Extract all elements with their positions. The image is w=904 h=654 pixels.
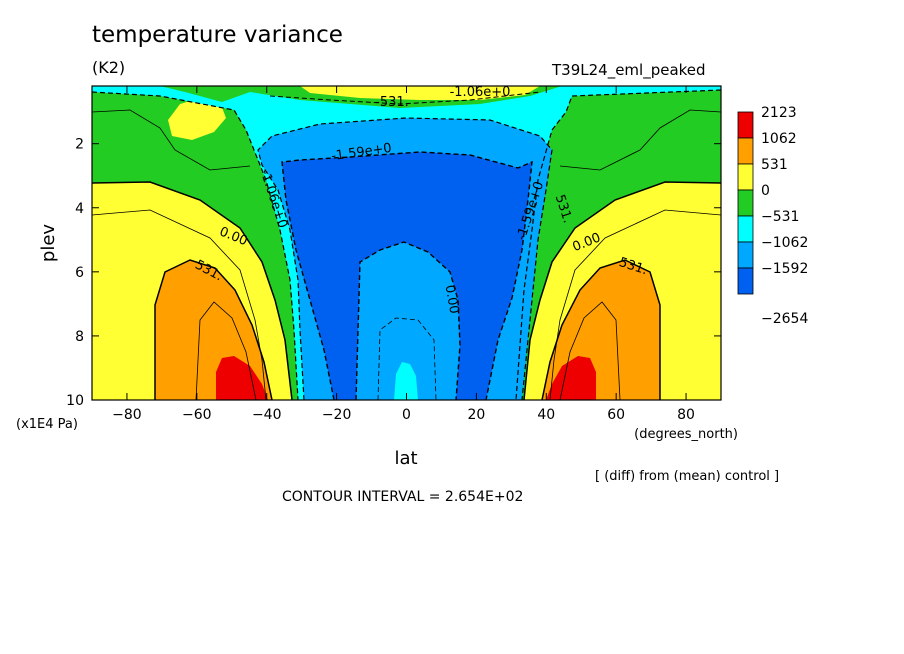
contour-neg1592 [281, 151, 533, 400]
legend-level-label: −531 [761, 209, 799, 225]
contour-neg531 [92, 91, 299, 400]
x-tick-label: −20 [322, 407, 352, 423]
contour-531-north [541, 259, 661, 400]
legend-level-label: 2123 [761, 105, 797, 121]
contour-line-label: -531. [375, 95, 409, 110]
legend-swatch [737, 137, 754, 165]
legend-level-label: 531 [761, 157, 788, 173]
field-red-south [216, 356, 268, 400]
field-lightblue-column [356, 242, 460, 400]
contour-line-label: -1.06e+0 [450, 85, 511, 100]
chart-units: (K2) [92, 58, 126, 77]
run-name: T39L24_eml_peaked [552, 61, 706, 79]
legend-level-label: 1062 [761, 131, 797, 147]
contour-upper-left-thin [92, 109, 251, 171]
x-tick-label: 60 [607, 407, 625, 423]
x-tick-label: −40 [252, 407, 282, 423]
contour-neg1592-column [355, 241, 461, 400]
legend-level-label: −2654 [761, 311, 808, 327]
contour-thin-north [549, 209, 721, 400]
legend-swatch [737, 189, 754, 217]
x-tick-label: 80 [677, 407, 695, 423]
x-tick-label: 0 [402, 407, 411, 423]
x-tick-label: −80 [112, 407, 142, 423]
legend-swatch [737, 163, 754, 191]
field-yellow-top [300, 86, 540, 100]
legend-swatch [737, 215, 754, 243]
contour-thin-north-2 [559, 301, 621, 400]
legend-level-label: −1592 [761, 261, 808, 277]
contour-zero-south [92, 181, 293, 400]
x-tick-label: 20 [467, 407, 485, 423]
x-axis-units: (degrees_north) [634, 427, 738, 442]
contour-neg1062 [257, 117, 553, 400]
y-tick-label: 6 [75, 265, 84, 281]
contour-top-band [269, 91, 541, 105]
contour-inner-column [377, 317, 437, 400]
contour-zero-north [523, 181, 721, 400]
contour-upper-right-thin [559, 109, 721, 171]
y-axis-label: plev [38, 224, 59, 263]
contour-thin-south-2 [195, 301, 257, 400]
field-cyan-bottom [394, 362, 418, 400]
legend-swatch [737, 111, 754, 139]
y-axis-units: (x1E4 Pa) [16, 417, 78, 432]
y-tick-label: 2 [75, 137, 84, 153]
chart-title: temperature variance [92, 22, 343, 48]
y-tick-label: 4 [75, 201, 84, 217]
x-tick-label: −60 [182, 407, 212, 423]
y-tick-label: 8 [75, 329, 84, 345]
legend-swatch [737, 241, 754, 269]
difference-note: [ (diff) from (mean) control ] [595, 469, 780, 484]
x-tick-label: 40 [537, 407, 555, 423]
contour-thin-south [92, 209, 267, 400]
y-tick-label: 10 [66, 393, 84, 409]
legend-swatch [737, 267, 754, 295]
legend-level-label: 0 [761, 183, 770, 199]
x-axis-label: lat [394, 448, 417, 469]
legend-level-label: −1062 [761, 235, 808, 251]
contour-line-label: 0.00 [442, 284, 462, 315]
contour-interval: CONTOUR INTERVAL = 2.654E+02 [282, 489, 524, 505]
field-red-north [546, 356, 596, 400]
field-yellow-upper-left [168, 98, 226, 140]
